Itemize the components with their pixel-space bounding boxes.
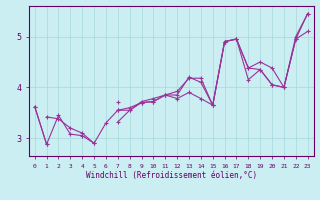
X-axis label: Windchill (Refroidissement éolien,°C): Windchill (Refroidissement éolien,°C) (86, 171, 257, 180)
